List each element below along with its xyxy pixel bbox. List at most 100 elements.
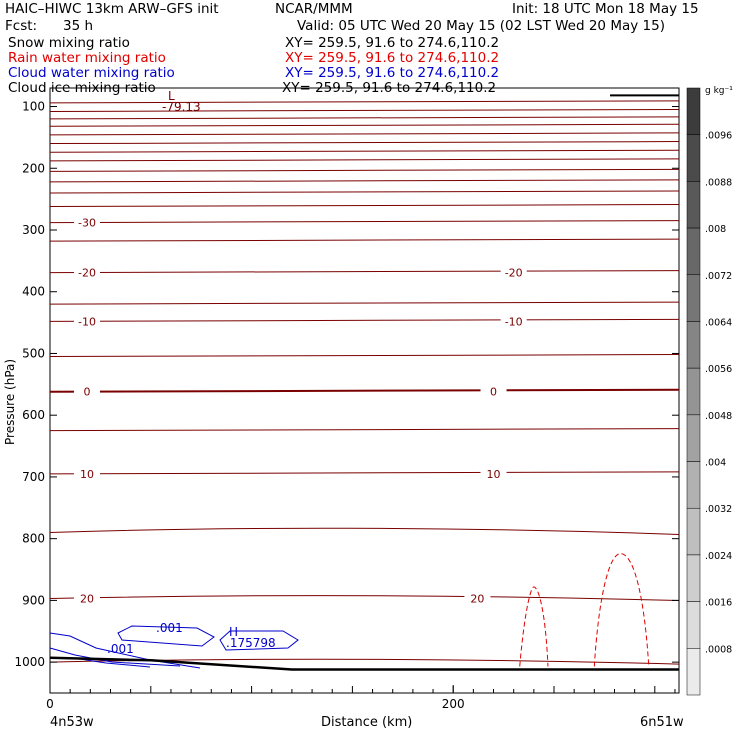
y-tick-label: 1000: [14, 655, 45, 669]
isotherm-line: [49, 595, 680, 602]
field-rain-name: Rain water mixing ratio: [8, 50, 166, 66]
isotherm-line: [49, 471, 680, 475]
temperature-low-value: -79.13: [162, 100, 201, 114]
isotherm-line: [49, 301, 680, 305]
isotherm-label: 0: [84, 386, 91, 399]
cloudwater-contour-label: .001: [156, 621, 183, 635]
y-tick-label: 700: [22, 470, 45, 484]
colorbar-segment: [686, 601, 701, 649]
cloudwater-max-value: .175798: [226, 636, 276, 650]
colorbar-label: .0064: [705, 317, 732, 328]
center-title: NCAR/MMM: [275, 1, 353, 17]
x-tick-label: 0: [46, 697, 54, 711]
colorbar-segment: [686, 321, 701, 369]
x-start-label: 4n53w: [50, 715, 94, 730]
rain-contour: [519, 586, 549, 667]
colorbar-segment: [686, 134, 701, 182]
valid-time: Valid: 05 UTC Wed 20 May 15 (02 LST Wed …: [297, 18, 665, 34]
isotherm-label-bg: [500, 266, 527, 279]
isotherm-line: [49, 527, 680, 535]
isotherm-line: [49, 354, 680, 358]
isotherm-line: [49, 318, 680, 322]
isotherm-label: 10: [80, 468, 94, 481]
colorbar-segment: [686, 274, 701, 322]
isotherm-label: -10: [78, 315, 96, 328]
colorbar-segment: [686, 227, 701, 276]
isotherm-line: [49, 270, 680, 274]
forecast-hours: 35 h: [63, 18, 94, 34]
y-tick-label: 300: [22, 223, 45, 237]
colorbar-segment: [686, 87, 701, 135]
temperature-low-marker: L: [168, 89, 175, 103]
isotherm-label: 10: [487, 468, 501, 481]
y-tick-label: 600: [22, 408, 45, 422]
isotherm-label-bg: [480, 385, 507, 398]
y-tick-label: 500: [22, 346, 45, 360]
cloudwater-max-marker: H: [229, 625, 238, 639]
isotherm-label-bg: [480, 467, 507, 480]
field-snow-name: Snow mixing ratio: [8, 35, 130, 51]
isotherm-line: [49, 123, 680, 127]
colorbar-segment: [686, 461, 701, 509]
init-time: Init: 18 UTC Mon 18 May 15: [512, 1, 699, 17]
isotherm-label-bg: [74, 592, 100, 605]
isotherm-label-bg: [464, 592, 491, 605]
isotherm-line: [49, 132, 680, 136]
forecast-label: Fcst:: [5, 18, 38, 34]
isotherm-label-bg: [500, 315, 527, 328]
isotherm-label-bg: [74, 315, 100, 328]
isotherm-line: [49, 238, 680, 242]
isotherm-line: [49, 388, 680, 393]
x-axis-label: Distance (km): [321, 715, 412, 730]
colorbar-segment: [686, 181, 701, 229]
cloudwater-contour-label: .001: [107, 642, 134, 656]
field-cloudwater-name: Cloud water mixing ratio: [8, 65, 175, 81]
isotherm-label: -20: [78, 267, 96, 280]
isotherm-line: [49, 168, 680, 172]
y-tick-label: 200: [22, 161, 45, 175]
field-rain-xy: XY= 259.5, 91.6 to 274.6,110.2: [285, 50, 500, 66]
x-end-label: 6n51w: [640, 715, 684, 730]
x-tick-label: 200: [442, 697, 465, 711]
colorbar-label: .0008: [705, 644, 732, 655]
y-tick-label: 100: [22, 100, 45, 114]
isotherm-line: [49, 158, 680, 162]
isotherm-line: [49, 190, 680, 194]
colorbar-segment: [686, 648, 701, 696]
colorbar-label: .0096: [705, 131, 732, 142]
colorbar-segment: [686, 554, 701, 602]
colorbar-label: .0016: [705, 598, 732, 609]
colorbar-segment: [686, 367, 701, 416]
isotherm-line: [49, 108, 680, 112]
colorbar-label: .0056: [705, 364, 732, 375]
colorbar-label: .008: [705, 224, 726, 235]
isotherm-label-bg: [74, 467, 100, 480]
y-tick-label: 800: [22, 532, 45, 546]
colorbar-label: .0032: [705, 504, 732, 515]
colorbar-label: .0088: [705, 177, 732, 188]
isotherm-label: -10: [505, 315, 523, 328]
isotherm-label-bg: [74, 385, 100, 398]
isotherm-label: 20: [80, 593, 94, 606]
cloudwater-contour: [49, 632, 201, 669]
model-title: HAIC–HIWC 13km ARW–GFS init: [5, 1, 219, 17]
isotherm-line: [49, 428, 680, 432]
y-tick-label: 400: [22, 285, 45, 299]
cloudwater-contour: [219, 630, 299, 651]
y-axis-label: Pressure (hPa): [3, 359, 17, 445]
isotherm-line: [49, 100, 680, 104]
isotherm-line: [49, 149, 680, 153]
isotherm-label: 20: [470, 593, 484, 606]
colorbar-unit: g kg⁻¹: [705, 86, 733, 96]
colorbar-label: .004: [705, 458, 726, 469]
isotherm-line: [49, 141, 680, 145]
rain-contour: [593, 552, 650, 667]
isotherm-label-bg: [74, 266, 100, 279]
isotherm-label: -20: [505, 267, 523, 280]
colorbar-segment: [686, 414, 701, 462]
isotherm-line: [49, 204, 680, 208]
isotherm-label-bg: [74, 216, 100, 229]
isotherm-line: [49, 116, 680, 120]
isotherm-label: -30: [78, 217, 96, 230]
